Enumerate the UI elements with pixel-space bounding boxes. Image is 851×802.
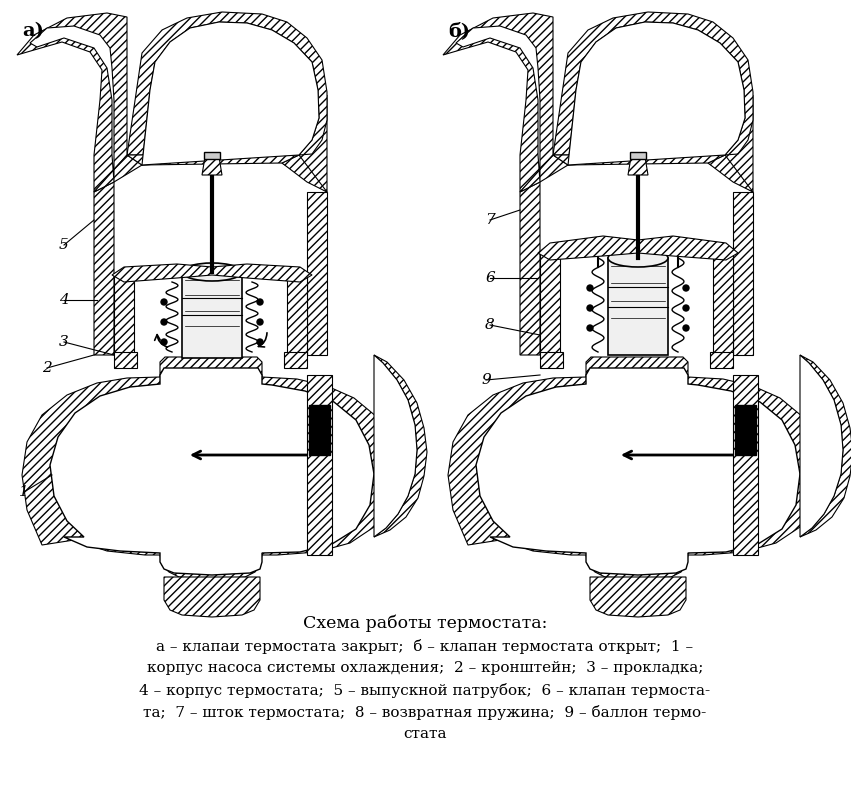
Text: 2: 2 bbox=[43, 361, 52, 375]
Polygon shape bbox=[713, 251, 733, 355]
Polygon shape bbox=[282, 95, 327, 192]
Polygon shape bbox=[127, 155, 299, 165]
Text: б): б) bbox=[448, 22, 470, 40]
Bar bbox=[630, 152, 646, 159]
Polygon shape bbox=[708, 95, 753, 192]
Text: 5: 5 bbox=[59, 238, 69, 252]
Polygon shape bbox=[22, 357, 394, 579]
Polygon shape bbox=[30, 26, 114, 182]
Circle shape bbox=[587, 285, 593, 291]
Bar bbox=[735, 405, 756, 455]
Text: 1: 1 bbox=[19, 485, 29, 499]
Polygon shape bbox=[307, 192, 327, 355]
Text: та;  7 – шток термостата;  8 – возвратная пружина;  9 – баллон термо-: та; 7 – шток термостата; 8 – возвратная … bbox=[143, 705, 706, 720]
Polygon shape bbox=[456, 26, 540, 182]
Polygon shape bbox=[112, 264, 312, 282]
Polygon shape bbox=[590, 577, 686, 617]
Polygon shape bbox=[800, 355, 851, 537]
Polygon shape bbox=[142, 22, 319, 165]
Bar bbox=[309, 405, 330, 455]
Polygon shape bbox=[94, 155, 142, 192]
Polygon shape bbox=[800, 355, 843, 537]
Polygon shape bbox=[520, 155, 568, 192]
Text: а): а) bbox=[22, 22, 44, 40]
Text: 7: 7 bbox=[485, 213, 495, 227]
Circle shape bbox=[683, 325, 689, 331]
Polygon shape bbox=[114, 275, 134, 355]
Polygon shape bbox=[553, 155, 725, 165]
Polygon shape bbox=[284, 352, 307, 368]
Polygon shape bbox=[17, 13, 127, 192]
Polygon shape bbox=[540, 352, 563, 368]
Polygon shape bbox=[710, 352, 733, 368]
Text: 9: 9 bbox=[481, 373, 491, 387]
Polygon shape bbox=[568, 22, 745, 165]
Polygon shape bbox=[164, 577, 260, 617]
Text: 4: 4 bbox=[59, 293, 69, 307]
Circle shape bbox=[257, 299, 263, 305]
Text: корпус насоса системы охлаждения;  2 – кронштейн;  3 – прокладка;: корпус насоса системы охлаждения; 2 – кр… bbox=[147, 661, 703, 675]
Polygon shape bbox=[202, 157, 222, 175]
Text: 4 – корпус термостата;  5 – выпускной патрубок;  6 – клапан термоста-: 4 – корпус термостата; 5 – выпускной пат… bbox=[140, 683, 711, 698]
Text: стата: стата bbox=[403, 727, 447, 741]
Polygon shape bbox=[374, 355, 417, 537]
Circle shape bbox=[587, 325, 593, 331]
Text: Схема работы термостата:: Схема работы термостата: bbox=[303, 615, 547, 633]
Polygon shape bbox=[374, 355, 427, 537]
Ellipse shape bbox=[608, 249, 668, 267]
Polygon shape bbox=[50, 368, 374, 575]
Polygon shape bbox=[448, 357, 820, 579]
Text: 3: 3 bbox=[59, 335, 69, 349]
Bar bbox=[608, 258, 668, 355]
Circle shape bbox=[161, 339, 167, 345]
Polygon shape bbox=[282, 155, 327, 192]
Polygon shape bbox=[443, 13, 553, 192]
Polygon shape bbox=[733, 375, 758, 555]
Circle shape bbox=[683, 305, 689, 311]
Polygon shape bbox=[114, 352, 137, 368]
Bar bbox=[182, 272, 242, 358]
Bar bbox=[204, 152, 220, 159]
Polygon shape bbox=[628, 157, 648, 175]
Polygon shape bbox=[307, 375, 332, 555]
Text: 8: 8 bbox=[485, 318, 495, 332]
Polygon shape bbox=[540, 251, 560, 355]
Polygon shape bbox=[733, 192, 753, 355]
Polygon shape bbox=[127, 12, 327, 165]
Polygon shape bbox=[538, 236, 738, 260]
Circle shape bbox=[161, 299, 167, 305]
Polygon shape bbox=[553, 12, 753, 165]
Circle shape bbox=[587, 305, 593, 311]
Circle shape bbox=[257, 339, 263, 345]
Text: а – клапаи термостата закрыт;  б – клапан термостата открыт;  1 –: а – клапаи термостата закрыт; б – клапан… bbox=[157, 639, 694, 654]
Polygon shape bbox=[520, 182, 540, 355]
Text: 6: 6 bbox=[485, 271, 495, 285]
Polygon shape bbox=[287, 275, 307, 355]
Polygon shape bbox=[94, 182, 114, 355]
Circle shape bbox=[257, 319, 263, 325]
Circle shape bbox=[683, 285, 689, 291]
Polygon shape bbox=[708, 155, 753, 192]
Ellipse shape bbox=[182, 263, 242, 281]
Circle shape bbox=[161, 319, 167, 325]
Polygon shape bbox=[476, 368, 800, 575]
